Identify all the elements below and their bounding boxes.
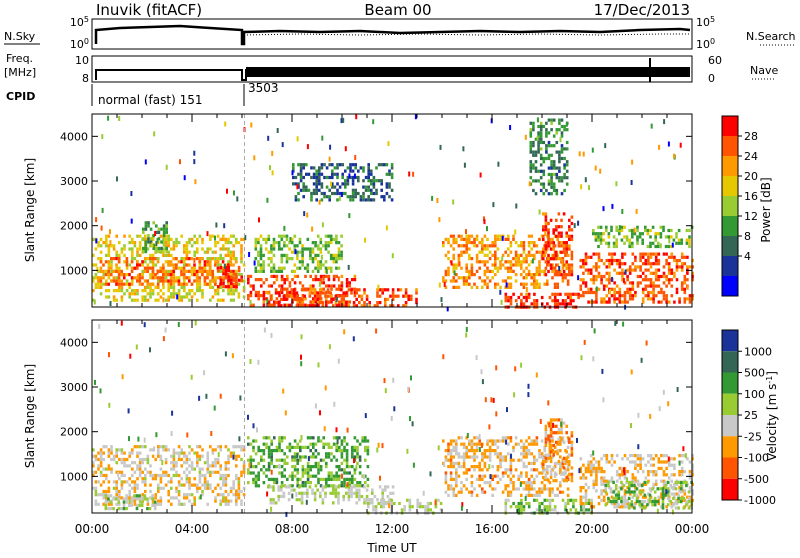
colorbar-tick-label: 20 (744, 170, 758, 183)
nave-tick-0: 0 (708, 72, 715, 85)
date-label: 17/Dec/2013 (594, 1, 690, 19)
velocity-colorbar-swatch (722, 436, 738, 457)
colorbar-tick-label: -500 (744, 473, 769, 486)
time-tick-label: 08:00 (275, 522, 310, 536)
y-tick-label: 2000 (60, 220, 88, 233)
nave-trace (246, 67, 690, 77)
power-colorbar-swatch (722, 116, 738, 136)
freq-tick-10: 10 (75, 54, 89, 67)
velocity-colorbar-swatch (722, 394, 738, 415)
colorbar-tick-label: 28 (744, 130, 758, 143)
time-tick-label: 04:00 (175, 522, 210, 536)
noise-tick-high-left: 105 (70, 15, 89, 29)
colorbar-tick-label: 1000 (744, 345, 772, 358)
beam-label: Beam 00 (364, 1, 431, 19)
velocity-colorbar-swatch (722, 479, 738, 500)
nave-tick-60: 60 (708, 54, 722, 67)
time-tick-label: 20:00 (575, 522, 610, 536)
y-tick-label: 1000 (60, 470, 88, 483)
time-axis-title: Time UT (366, 541, 417, 554)
power-colorbar-swatch (722, 216, 738, 236)
time-tick-label: 16:00 (475, 522, 510, 536)
nave-label: Nave (750, 64, 778, 77)
power-colorbar-label: Power [dB] (759, 177, 773, 242)
power-y-label: Slant Range [km] (23, 158, 37, 262)
noise-tick-low-right: 100 (696, 37, 715, 51)
colorbar-tick-label: 100 (744, 388, 765, 401)
colorbar-tick-label: 12 (744, 210, 758, 223)
nsearch-label: N.Search (746, 30, 796, 43)
cpid-label: CPID (6, 90, 35, 103)
time-tick-label: 12:00 (375, 522, 410, 536)
noise-sky-trace (96, 26, 690, 44)
time-tick-label: 00:00 (75, 522, 110, 536)
velocity-colorbar-swatch (722, 330, 738, 351)
station-title: Inuvik (fitACF) (96, 1, 202, 19)
nsky-label: N.Sky (4, 30, 36, 43)
power-colorbar-swatch (722, 236, 738, 256)
colorbar-tick-label: 24 (744, 150, 758, 163)
colorbar-tick-label: -1000 (744, 494, 776, 507)
velocity-colorbar-swatch (722, 415, 738, 436)
y-tick-label: 3000 (60, 175, 88, 188)
cpid-segment-1: normal (fast) 151 (98, 93, 202, 107)
power-colorbar-swatch (722, 196, 738, 216)
time-axis-labels: 00:00 04:00 08:00 12:00 16:00 20:00 00:00 (75, 522, 710, 536)
power-colorbar: 28 24 20 16 12 8 4 (722, 116, 758, 296)
noise-tick-low-left: 100 (70, 37, 89, 51)
colorbar-tick-label: 500 (744, 367, 765, 380)
velocity-colorbar-swatch (722, 373, 738, 394)
colorbar-tick-label: -25 (744, 430, 762, 443)
colorbar-tick-label: 16 (744, 190, 758, 203)
colorbar-tick-label: 25 (744, 409, 758, 422)
time-tick-label: 00:00 (675, 522, 710, 536)
power-colorbar-swatch (722, 136, 738, 156)
y-tick-label: 2000 (60, 426, 88, 439)
cpid-segment-2: 3503 (248, 81, 279, 95)
velocity-colorbar-label: Velocity [m s-1] (765, 371, 779, 461)
y-tick-label: 4000 (60, 130, 88, 143)
y-tick-label: 3000 (60, 381, 88, 394)
y-tick-label: 1000 (60, 264, 88, 277)
power-colorbar-swatch (722, 176, 738, 196)
freq-panel: Freq. [MHz] 10 8 60 0 Nave (4, 52, 778, 85)
power-colorbar-swatch (722, 256, 738, 276)
freq-label-2: [MHz] (4, 66, 36, 79)
velocity-y-label: Slant Range [km] (23, 364, 37, 468)
noise-panel: N.Sky 105 100 105 100 N.Search (4, 15, 796, 51)
cpid-panel: CPID normal (fast) 151 3503 (6, 81, 279, 107)
velocity-colorbar-swatch (722, 458, 738, 479)
velocity-colorbar-swatch (722, 351, 738, 372)
freq-label-1: Freq. (6, 52, 33, 65)
freq-tick-8: 8 (82, 72, 89, 85)
velocity-panel: Slant Range [km] 1000 2000 3000 4000 (23, 320, 694, 517)
power-colorbar-swatch (722, 156, 738, 176)
noise-search-trace (244, 34, 690, 35)
colorbar-tick-label: 8 (744, 230, 751, 243)
power-colorbar-swatch (722, 276, 738, 296)
colorbar-tick-label: 4 (744, 250, 751, 263)
y-tick-label: 4000 (60, 336, 88, 349)
noise-tick-high-right: 105 (696, 15, 715, 29)
power-panel: Slant Range [km] 1000 2000 3000 4000 (23, 114, 694, 311)
